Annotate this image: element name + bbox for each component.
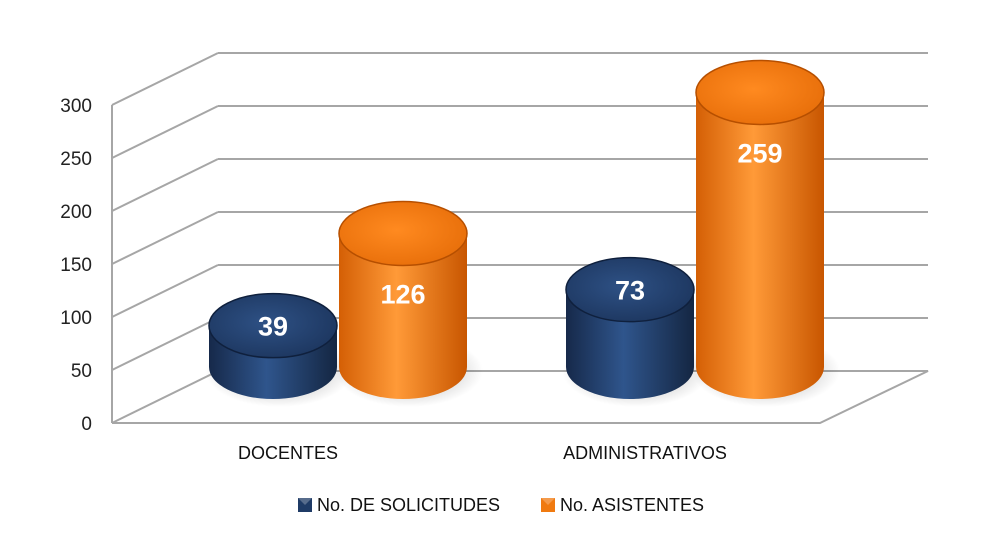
legend-swatch-shine [298, 498, 312, 505]
bar-top [208, 292, 338, 359]
category-axis: DOCENTES ADMINISTRATIVOS [238, 443, 727, 463]
bars: 39 126 73 259 [205, 59, 840, 407]
legend-swatch [541, 498, 555, 512]
bar-0-1: 126 [335, 200, 483, 407]
legend-label: No. ASISTENTES [560, 495, 704, 515]
gridline-side [111, 317, 219, 371]
y-tick-label: 300 [60, 96, 92, 117]
legend-label: No. DE SOLICITUDES [317, 495, 500, 515]
bar-top [338, 200, 468, 267]
y-tick-label: 150 [60, 255, 92, 276]
legend-swatch-shine [541, 498, 555, 505]
bar-top [565, 256, 695, 323]
gridline-side [111, 211, 219, 265]
legend-swatch [298, 498, 312, 512]
gridline-side [111, 264, 219, 318]
gridline-side [111, 158, 219, 212]
floor [111, 370, 929, 424]
y-tick-label: 250 [60, 149, 92, 170]
bar-top [695, 59, 825, 126]
legend: No. DE SOLICITUDES No. ASISTENTES [298, 495, 704, 515]
y-tick-label: 0 [81, 414, 92, 435]
bar-1-1: 259 [692, 59, 840, 407]
y-tick-label: 100 [60, 308, 92, 329]
y-tick-label: 50 [71, 361, 92, 382]
data-label: 126 [380, 279, 425, 309]
data-label: 259 [737, 138, 782, 168]
data-label: 73 [615, 276, 645, 306]
bar-body [696, 92, 824, 400]
category-label: ADMINISTRATIVOS [563, 443, 727, 463]
data-label: 39 [258, 312, 288, 342]
gridline-side [111, 52, 219, 106]
y-tick-label: 200 [60, 202, 92, 223]
bar-1-0: 73 [562, 256, 710, 407]
category-label: DOCENTES [238, 443, 338, 463]
bar-body [339, 233, 467, 399]
bar-body [209, 325, 337, 399]
bar-0-0: 39 [205, 292, 353, 407]
y-axis: 0 50 100 150 200 250 300 [60, 96, 113, 435]
gridline-side [111, 105, 219, 159]
bar-body [566, 289, 694, 399]
